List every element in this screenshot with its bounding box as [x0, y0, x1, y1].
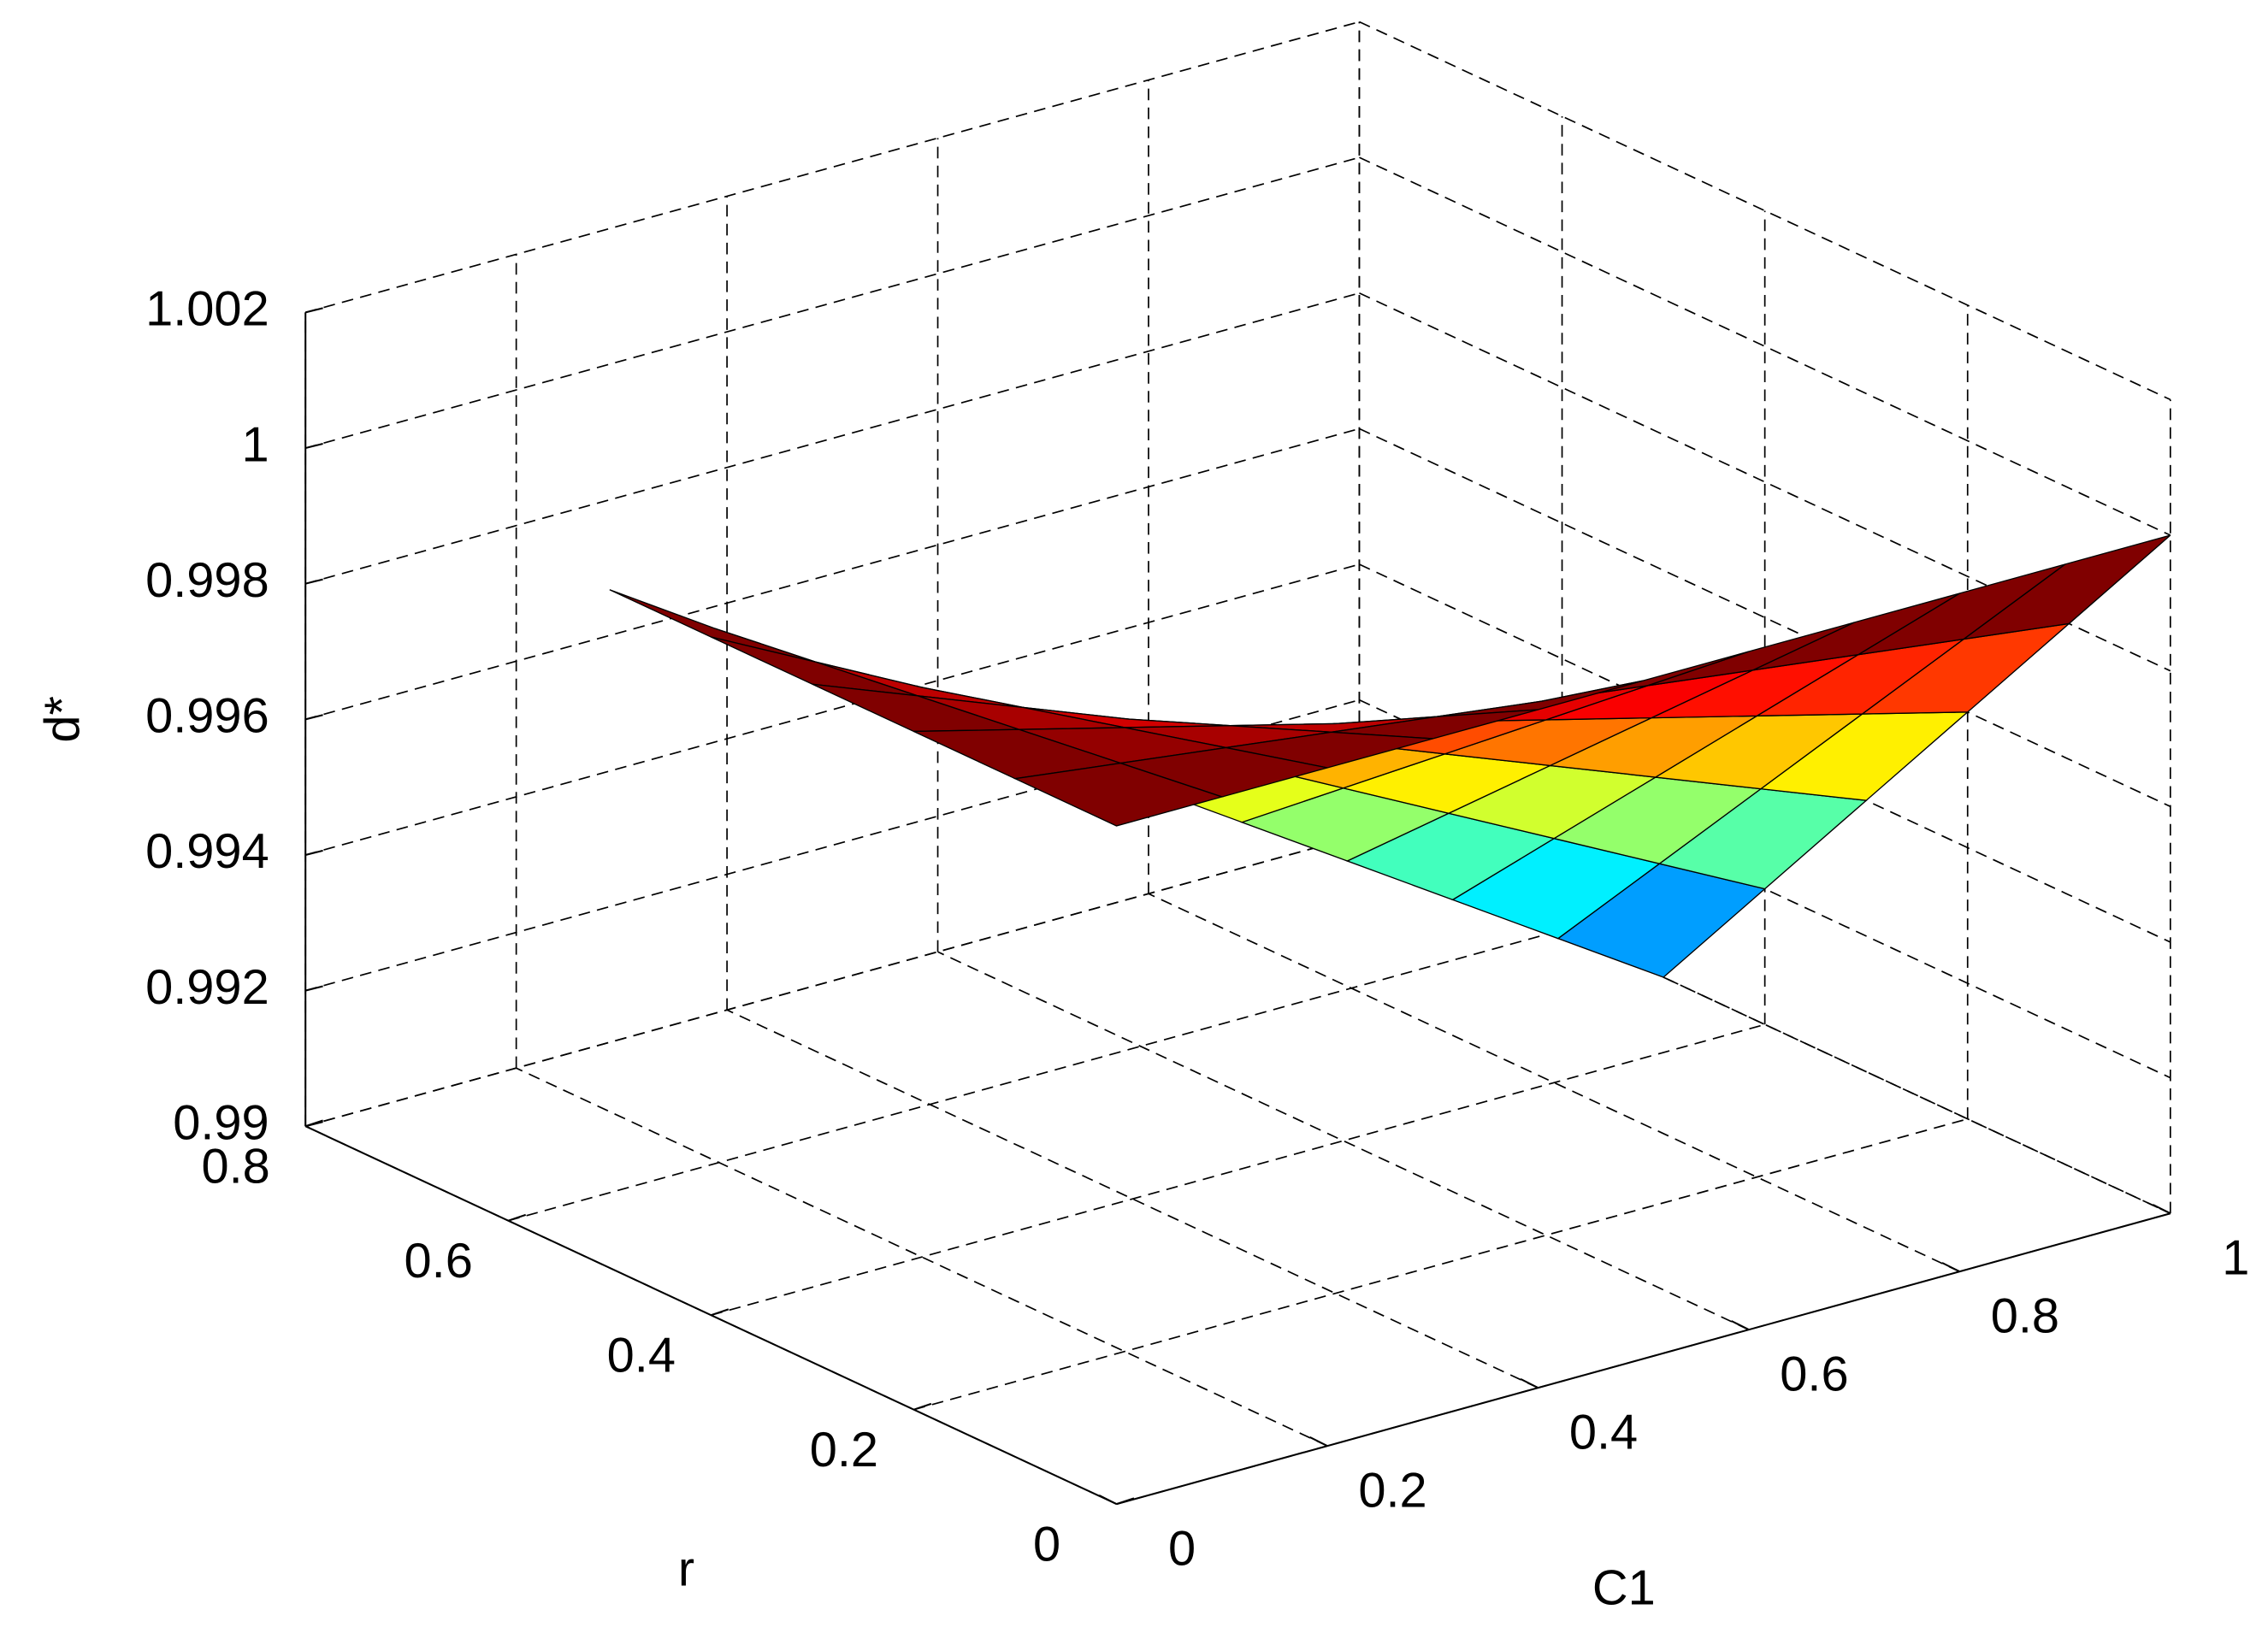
tick-mark [1116, 1497, 1135, 1506]
grid-line [508, 929, 1562, 1222]
grid-line [1359, 563, 2171, 943]
tick-mark [304, 849, 323, 856]
grid-line [937, 951, 1750, 1330]
tick-mark [2152, 1204, 2171, 1215]
y-axis-label: r [678, 1542, 694, 1596]
x-axis-label: C1 [1592, 1560, 1656, 1615]
z-tick-label: 1 [242, 417, 269, 472]
z-tick-label: 0.994 [145, 824, 269, 879]
y-tick-label: 0.6 [405, 1234, 473, 1288]
tick-mark [1309, 1436, 1328, 1447]
grid-line [304, 834, 1360, 1128]
tick-mark [304, 714, 323, 721]
x-tick-label: 1 [2222, 1231, 2249, 1286]
grid-line [304, 156, 1360, 449]
grid-line [304, 427, 1360, 721]
z-tick-label: 0.996 [145, 689, 269, 744]
tick-mark [1098, 1495, 1118, 1506]
grid-line [726, 1009, 1539, 1389]
y-tick-label: 0 [1033, 1517, 1060, 1571]
y-tick-label: 0.2 [810, 1423, 878, 1477]
surface-cell [711, 636, 918, 697]
grid-line [1359, 427, 2171, 808]
z-tick-label: 1.002 [145, 282, 269, 337]
tick-mark [304, 442, 323, 450]
x-axis [1116, 1212, 2171, 1506]
grid-line [516, 1067, 1328, 1447]
surface-cell [609, 589, 817, 663]
tick-mark [304, 985, 323, 992]
tick-mark [304, 578, 323, 585]
tick-mark [1520, 1378, 1539, 1389]
x-tick-label: 0.4 [1569, 1406, 1638, 1460]
tick-mark [304, 1119, 323, 1128]
grid-line [304, 21, 1360, 314]
z-tick-label: 0.992 [145, 960, 269, 1015]
x-tick-label: 0.8 [1991, 1289, 2059, 1344]
grid-line [1359, 156, 2171, 536]
x-tick-label: 0 [1168, 1521, 1196, 1576]
grid-line [1148, 893, 1960, 1272]
grid-line [711, 1023, 1765, 1316]
x-tick-label: 0.2 [1358, 1464, 1426, 1518]
z-tick-label: 0.998 [145, 553, 269, 608]
grid-line [304, 292, 1360, 585]
y-tick-label: 0.4 [607, 1328, 676, 1383]
x-tick-label: 0.6 [1780, 1347, 1848, 1402]
surface-cell [1013, 762, 1225, 827]
y-tick-label: 0.8 [201, 1139, 269, 1194]
tick-mark [1731, 1320, 1750, 1331]
grid-line [304, 563, 1360, 856]
tick-mark [711, 1308, 729, 1317]
z-tick-label: 0.99 [173, 1095, 269, 1150]
grid-line [1359, 21, 2171, 401]
tick-mark [913, 1402, 932, 1411]
grid-line [1359, 834, 2171, 1214]
tick-mark [1941, 1262, 1960, 1273]
grid-line [913, 1117, 1968, 1411]
z-axis-label: d* [35, 696, 90, 743]
tick-mark [507, 1213, 527, 1222]
grid-line [1359, 699, 2171, 1079]
tick-mark [304, 307, 323, 314]
